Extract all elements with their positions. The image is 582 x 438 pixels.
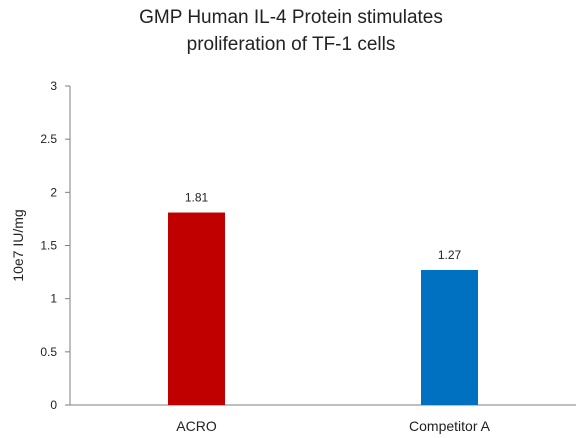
y-axis-label: 10e7 IU/mg [10,209,26,281]
bar-1 [168,212,225,405]
y-tick-label: 0.5 [40,345,57,359]
y-tick-label: 0 [50,398,57,412]
chart-title-line-1: GMP Human IL-4 Protein stimulates [139,7,443,28]
y-tick-label: 2.5 [40,132,57,146]
bar-series: 1.81 1.27 [168,191,478,405]
y-tick-label: 2 [50,185,57,199]
y-tick-label: 1.5 [40,239,57,253]
bar-2 [421,269,478,405]
y-tick-label: 1 [50,292,57,306]
data-label-1: 1.81 [185,191,209,205]
x-tick-label-1: ACRO [176,418,217,434]
data-label-2: 1.27 [438,248,462,262]
x-axis-tick-labels: ACRO Competitor A [176,418,490,434]
chart-title: GMP Human IL-4 Protein stimulates prolif… [0,4,582,58]
chart-title-line-2: proliferation of TF-1 cells [186,34,396,55]
chart-axes [69,86,576,406]
x-tick-label-2: Competitor A [409,418,491,434]
y-tick-label: 3 [50,79,57,93]
y-axis-ticks: 0 0.5 1 1.5 2 2.5 3 [40,79,70,412]
